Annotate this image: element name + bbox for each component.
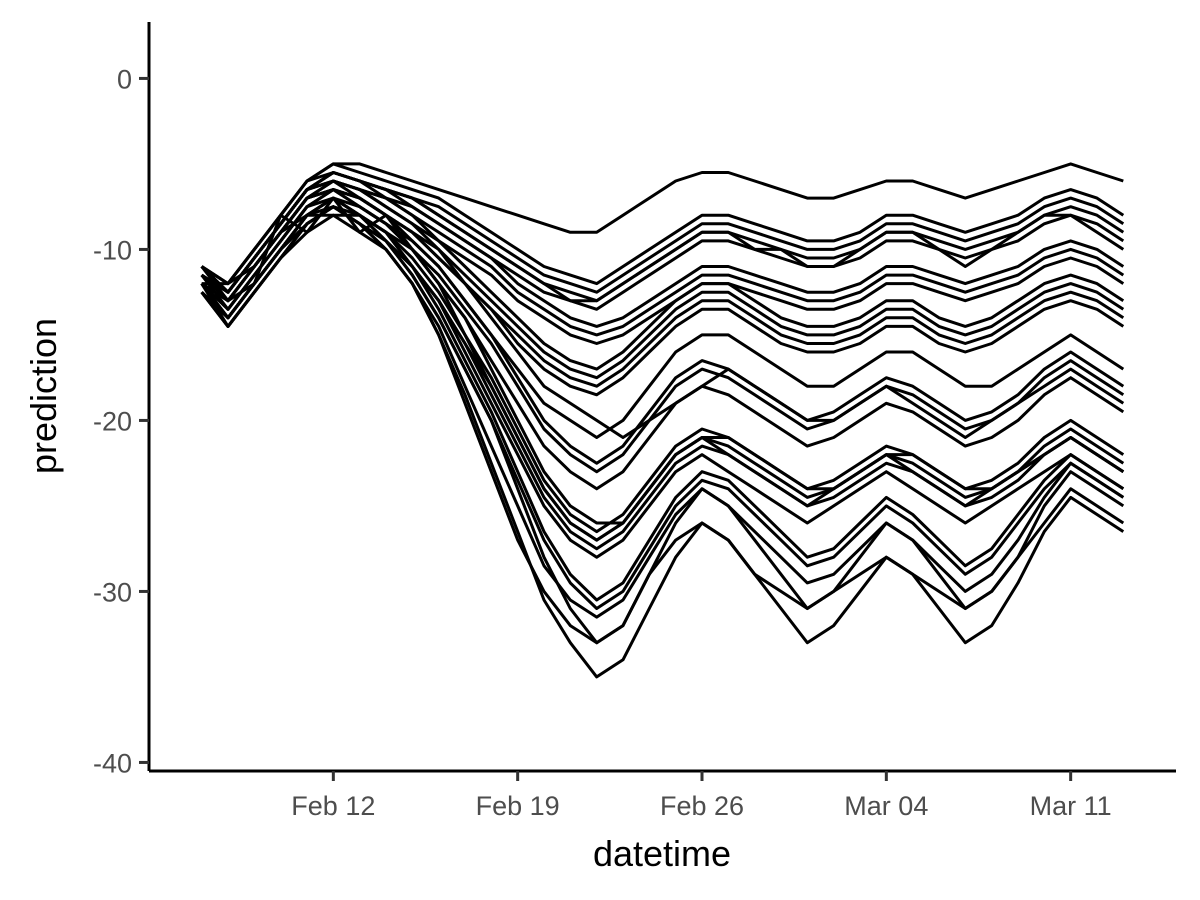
y-tick-label: -20 (93, 406, 132, 436)
x-tick-label: Feb 19 (476, 791, 560, 821)
series-line-26 (200, 196, 1125, 474)
y-tick-label: -10 (93, 235, 132, 265)
series-line-25 (200, 179, 1125, 311)
series-layer (200, 162, 1125, 679)
series-line-15 (200, 162, 1125, 286)
series-line-28 (200, 205, 1125, 542)
series-line-30 (200, 205, 1125, 679)
axes: Feb 12 Feb 19 Feb 26 Mar 04 Mar 11 0 -10 -20 -3… (93, 22, 1176, 821)
y-axis-title: prediction (23, 318, 64, 474)
y-tick-label: 0 (117, 64, 132, 94)
y-tick-label: -30 (93, 577, 132, 607)
x-tick-label: Feb 26 (660, 791, 744, 821)
series-line-7 (200, 162, 1124, 286)
x-axis-ticks: Feb 12 Feb 19 Feb 26 Mar 04 Mar 11 (291, 771, 1112, 821)
series-line-1 (200, 196, 1125, 439)
x-axis-title: datetime (593, 833, 731, 874)
x-tick-label: Mar 11 (1030, 791, 1112, 821)
x-tick-label: Mar 04 (844, 791, 928, 821)
x-tick-label: Feb 12 (291, 791, 375, 821)
series-line-29 (200, 188, 1125, 397)
series-line-27 (200, 171, 1125, 303)
y-axis-ticks: 0 -10 -20 -30 -40 (93, 64, 149, 778)
y-tick-label: -40 (93, 748, 132, 778)
